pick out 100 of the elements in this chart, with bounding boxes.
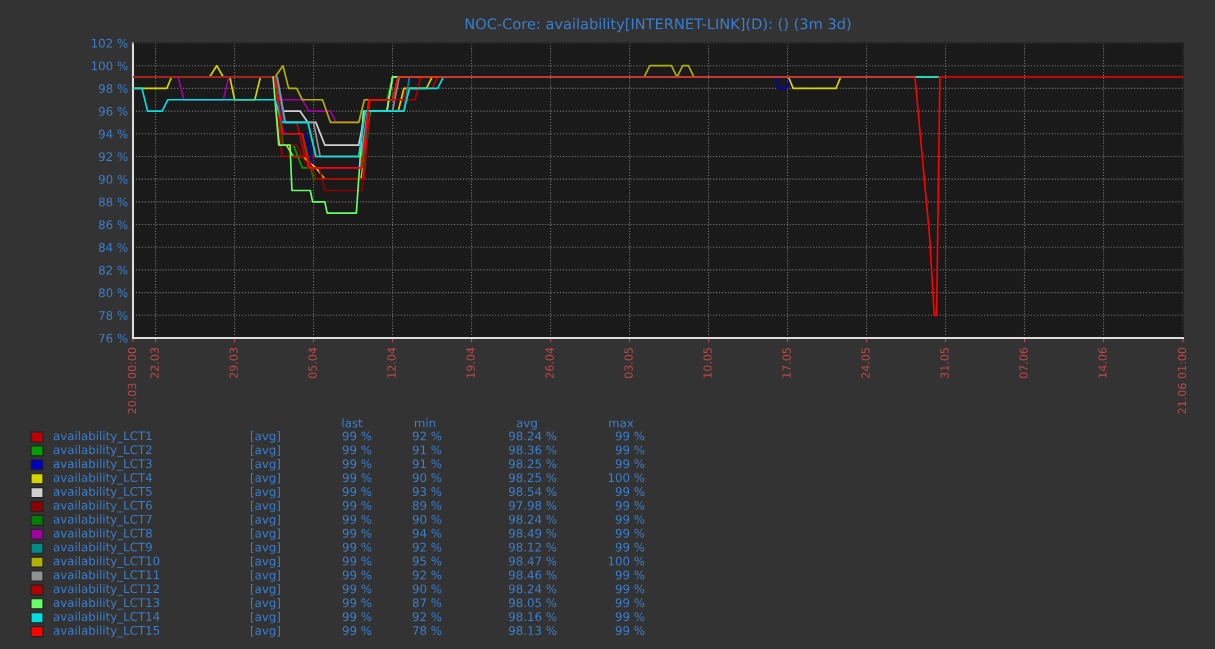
legend-label: availability_LCT5 <box>53 486 152 499</box>
x-tick-label: 24.05 <box>861 348 870 379</box>
text: 98.49 % <box>508 528 557 538</box>
legend-label: availability_LCT12 <box>53 584 159 596</box>
text: min <box>414 418 436 428</box>
y-tick-label: 88 % <box>98 197 128 207</box>
text: 99 % <box>615 431 645 441</box>
text: [avg] <box>251 459 280 471</box>
x-tick-label: 29.03 <box>229 347 238 379</box>
text: 98.05 % <box>508 598 557 608</box>
text: [avg] <box>251 625 280 638</box>
text: 78 % <box>412 626 442 636</box>
text: 99 % <box>615 501 645 510</box>
text: 98.24 % <box>508 431 557 441</box>
text: [avg] <box>251 500 280 513</box>
chart-title: NOC-Core: availability[INTERNET-LINK](D): () (3m 3d) <box>465 18 851 33</box>
text: 99 % <box>342 612 372 622</box>
legend-label: availability_LCT8 <box>53 528 152 541</box>
text: 92 % <box>412 570 442 580</box>
legend-label: availability_LCT3 <box>53 458 152 471</box>
text: 90 % <box>412 514 442 524</box>
text: 99 % <box>615 528 645 538</box>
text: 99 % <box>615 626 645 636</box>
text: 90 % <box>412 584 442 594</box>
text: 99 % <box>615 570 645 580</box>
y-tick-label: 84 % <box>98 242 128 252</box>
text: 99 % <box>342 570 372 580</box>
text: 99 % <box>342 473 372 483</box>
text: 92 % <box>412 542 442 552</box>
text: 90 % <box>412 473 442 483</box>
text: 98.12 % <box>508 542 557 552</box>
text: 99 % <box>615 487 645 497</box>
text: avg <box>516 420 537 430</box>
y-tick-label: 80 % <box>98 288 128 298</box>
text: 99 % <box>615 542 645 552</box>
legend-label: availability_LCT15 <box>53 625 160 638</box>
x-tick-label: 22.03 <box>150 347 159 379</box>
x-tick-label: 10.05 <box>703 348 712 378</box>
text: max <box>609 420 634 428</box>
text: [avg] <box>251 514 280 527</box>
x-tick-label: 14.06 <box>1098 347 1107 378</box>
text: 99 % <box>615 459 645 469</box>
x-tick-label: 03.05 <box>624 348 633 379</box>
text: [avg] <box>251 584 280 596</box>
legend-label: availability_LCT1 <box>53 431 152 443</box>
text: 99 % <box>342 626 372 636</box>
text: 100 % <box>608 473 645 483</box>
text: 99 % <box>342 514 372 524</box>
y-tick-label: 100 % <box>91 61 128 71</box>
text: 89 % <box>412 501 442 510</box>
x-tick-label: 21.06 01:00 <box>1177 347 1187 414</box>
text: 87 % <box>412 598 442 608</box>
text: 98.24 % <box>508 514 557 524</box>
legend-label: availability_LCT10 <box>53 556 160 568</box>
text: 99 % <box>342 556 372 566</box>
legend-label: availability_LCT14 <box>53 611 160 624</box>
text: 99 % <box>615 598 645 608</box>
x-tick-label: 26.04 <box>545 347 554 379</box>
x-tick-label: 20.03 00:00 <box>127 347 137 414</box>
text: 93 % <box>412 487 442 497</box>
text: [avg] <box>251 486 280 499</box>
legend-label: availability_LCT11 <box>53 570 160 582</box>
text: [avg] <box>251 611 280 624</box>
text: 99 % <box>342 459 372 469</box>
text: 98.13 % <box>508 626 557 636</box>
text: [avg] <box>251 528 280 541</box>
text: 99 % <box>615 612 645 622</box>
legend-label: availability_LCT6 <box>53 500 152 513</box>
y-tick-label: 96 % <box>98 106 128 116</box>
text: 98.54 % <box>508 487 557 497</box>
y-tick-label: 98 % <box>98 84 128 94</box>
legend-label: availability_LCT4 <box>53 472 152 485</box>
text: 98.24 % <box>508 584 557 594</box>
x-tick-label: 19.04 <box>466 347 475 378</box>
text: 91 % <box>412 459 442 469</box>
x-tick-label: 17.05 <box>782 348 791 378</box>
text: 97.98 % <box>508 501 557 510</box>
y-tick-label: 92 % <box>98 152 128 162</box>
text: 99 % <box>342 528 372 538</box>
legend-label: availability_LCT2 <box>53 445 152 457</box>
y-tick-label: 94 % <box>98 129 128 139</box>
text: [avg] <box>251 472 280 485</box>
y-tick-label: 76 % <box>99 333 128 343</box>
y-tick-label: 78 % <box>99 311 128 320</box>
x-tick-label: 31.05 <box>940 348 949 378</box>
text: 99 % <box>342 431 372 441</box>
text: last <box>342 418 363 428</box>
text: 94 % <box>412 528 442 538</box>
y-tick-label: 102 % <box>91 38 128 48</box>
text: 99 % <box>615 445 645 455</box>
text: 99 % <box>342 542 372 552</box>
text: 99 % <box>615 514 645 524</box>
text: 98.46 % <box>508 570 557 580</box>
text: [avg] <box>251 598 280 610</box>
text: [avg] <box>251 542 280 554</box>
text: [avg] <box>251 556 280 568</box>
text: 99 % <box>342 584 372 594</box>
text: 100 % <box>608 556 645 566</box>
text: 92 % <box>412 612 442 622</box>
y-tick-label: 86 % <box>98 220 128 230</box>
